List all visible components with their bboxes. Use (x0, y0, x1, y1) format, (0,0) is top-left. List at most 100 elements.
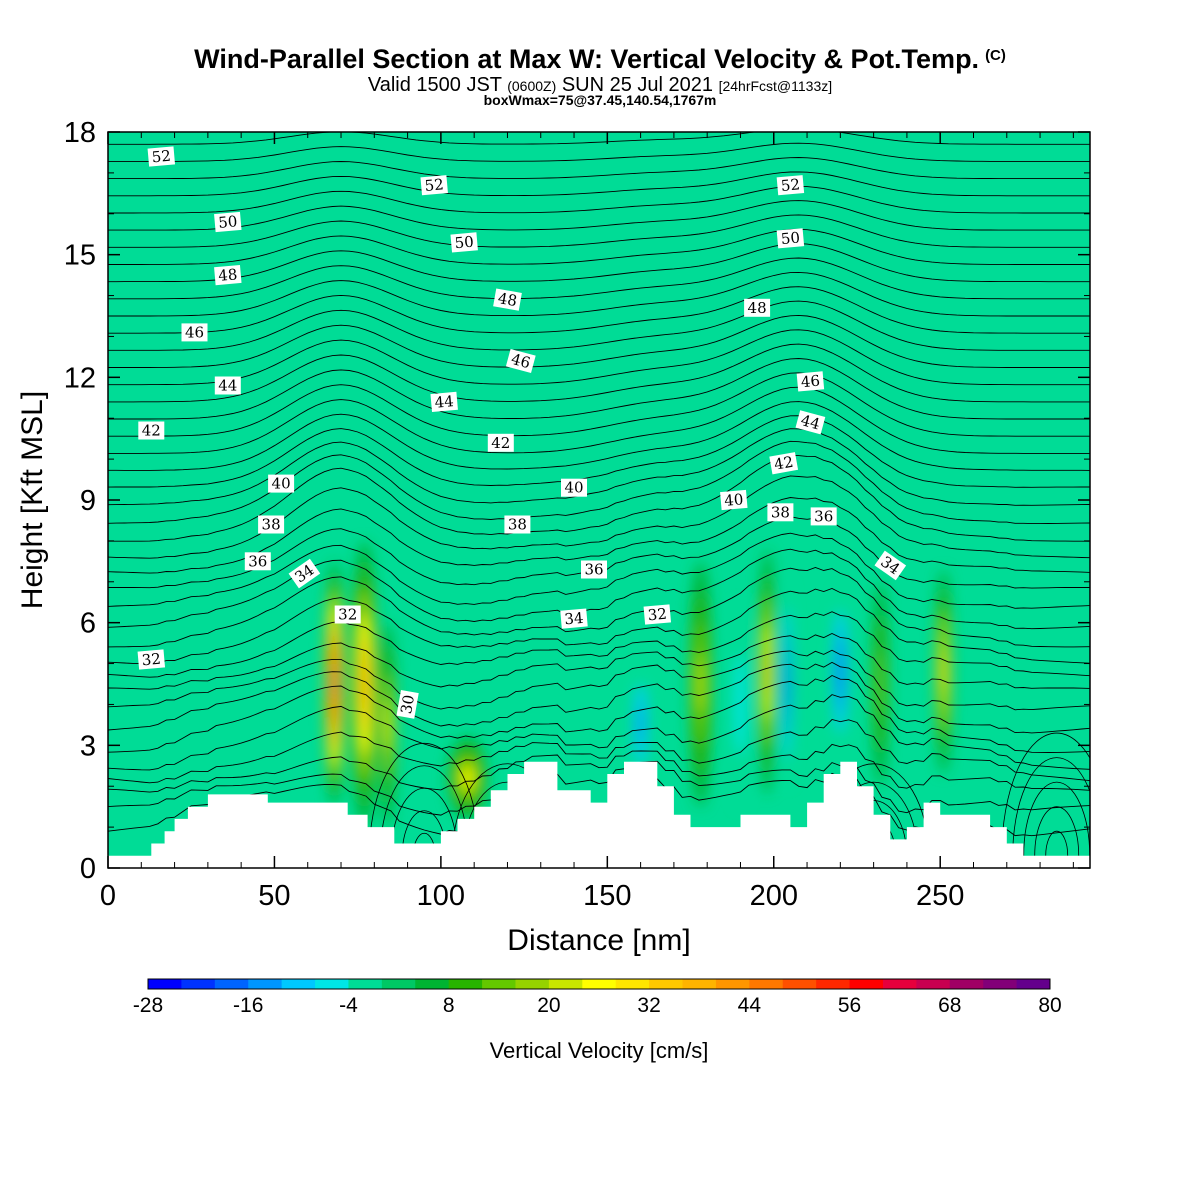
surface-contour (1045, 830, 1069, 856)
contour-label: 40 (268, 474, 295, 493)
contour-label-box (505, 348, 536, 374)
theta-contour (108, 286, 1090, 334)
y-tick-label: 12 (64, 362, 96, 394)
colorbar-swatch (415, 979, 450, 989)
theta-contour (108, 532, 1090, 609)
contour-label-box (581, 560, 607, 579)
contour-label-box (137, 649, 166, 670)
theta-contour (108, 171, 1090, 197)
colorbar-swatch (949, 979, 984, 989)
y-tick-label: 9 (80, 485, 96, 517)
colorbar-tick-label: 44 (738, 994, 762, 1017)
contour-label: 38 (258, 515, 285, 534)
theta-contour (108, 694, 1090, 771)
contour-label-text: 44 (434, 392, 455, 412)
contour-label-box (420, 175, 448, 196)
theta-contour (108, 142, 1090, 162)
colorbar-swatch (448, 979, 483, 989)
x-tick-label: 0 (100, 880, 116, 912)
colorbar-swatch (381, 979, 416, 989)
surface-contour (1012, 757, 1090, 856)
valid-forecast: [24hrFcst@1133z] (718, 78, 833, 94)
vertical-velocity-field (324, 540, 952, 828)
potential-temperature-contours (108, 132, 1090, 856)
plot-background (108, 132, 1090, 868)
contour-label-box (795, 410, 826, 435)
contour-label-box (430, 391, 458, 412)
contour-label-text: 44 (799, 411, 822, 433)
contour-label: 34 (560, 608, 588, 629)
velocity-cell (735, 653, 746, 756)
colorbar-swatch (482, 979, 516, 989)
colorbar-tick-label: -4 (339, 994, 358, 1017)
theta-contour (108, 200, 1090, 231)
contour-label-box (769, 452, 799, 475)
contour-label: 48 (214, 265, 242, 286)
y-axis-label: Height [Kft MSL] (16, 391, 49, 609)
colorbar-swatch (548, 979, 583, 989)
contour-label-text: 36 (248, 552, 267, 570)
contour-label-box (396, 690, 419, 719)
contour-label-text: 46 (800, 372, 821, 392)
contour-label: 48 (493, 288, 522, 311)
contour-label-text: 34 (564, 609, 585, 629)
contour-label-text: 52 (151, 147, 172, 167)
x-tick-label: 50 (258, 880, 290, 912)
chart-title: Wind-Parallel Section at Max W: Vertical… (0, 44, 1200, 75)
theta-contour (108, 567, 1090, 648)
colorbar-swatch (983, 979, 1018, 989)
velocity-cell (362, 660, 367, 708)
velocity-cell (941, 651, 946, 693)
contour-label-text: 42 (142, 422, 161, 440)
contour-label-text: 36 (584, 561, 603, 579)
colorbar-swatch (214, 979, 249, 989)
theta-contour (108, 497, 1090, 574)
velocity-cell (877, 649, 884, 719)
contour-label-box (504, 515, 531, 534)
contour-label-text: 30 (397, 693, 418, 715)
contour-label: 46 (796, 371, 825, 392)
theta-contour (108, 329, 1090, 386)
colorbar-swatch (281, 979, 316, 989)
velocity-cell (462, 767, 473, 789)
x-tick-label: 150 (583, 880, 631, 912)
velocity-cell (332, 670, 337, 698)
contour-label-text: 50 (454, 233, 475, 253)
chart-valid-time: Valid 1500 JST (0600Z) SUN 25 Jul 2021 [… (0, 74, 1200, 97)
contour-label-box (720, 489, 748, 511)
colorbar-tick-label: 8 (443, 994, 455, 1017)
contour-label: 32 (643, 604, 672, 625)
contour-label-box (874, 550, 907, 581)
contour-label-box (643, 604, 672, 625)
y-tick-label: 0 (80, 853, 96, 885)
colorbar-swatch (515, 979, 550, 989)
contour-label-text: 48 (218, 265, 239, 285)
contour-label-text: 32 (338, 606, 357, 624)
colorbar-swatch (816, 979, 851, 989)
x-tick-label: 250 (916, 880, 964, 912)
theta-contour (108, 588, 1090, 665)
colorbar-swatch (849, 979, 884, 989)
contour-label-text: 46 (185, 323, 204, 341)
colorbar-tick-label: 80 (1038, 994, 1061, 1017)
theta-contour (108, 611, 1090, 678)
contour-label-box (796, 371, 825, 392)
velocity-cell (785, 658, 790, 710)
colorbar-tick-label: -28 (133, 994, 163, 1017)
y-tick-label: 3 (80, 730, 96, 762)
contour-label-box (214, 376, 241, 395)
contour-label: 40 (720, 489, 748, 511)
terrain (108, 761, 1090, 868)
valid-date: SUN 25 Jul 2021 (561, 74, 714, 96)
velocity-cell (765, 647, 770, 697)
contour-label-text: 50 (218, 212, 239, 232)
theta-contour (108, 314, 1090, 368)
theta-contour (108, 372, 1090, 437)
chart-box-info: boxWmax=75@37.45,140.54,1767m (483, 92, 717, 108)
contour-label-box (487, 433, 514, 452)
valid-utc: (0600Z) (507, 78, 557, 94)
contour-label-box (138, 421, 165, 440)
